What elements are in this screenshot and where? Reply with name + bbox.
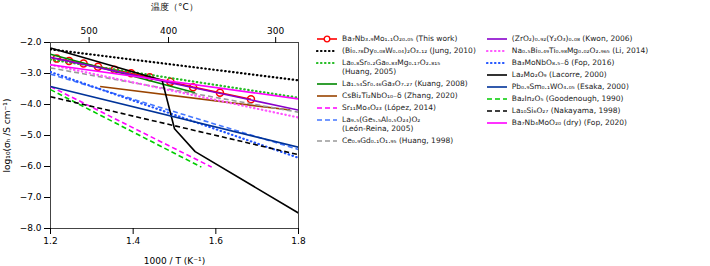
- html-text:Ba₃MoNbO₈.₅₋δ (Fop, 2016): Ba₃MoNbO₈.₅₋δ (Fop, 2016): [511, 58, 615, 67]
- svg-text:−6.0: −6.0: [20, 161, 42, 171]
- svg-text:1.2: 1.2: [43, 236, 57, 246]
- svg-text:300: 300: [267, 26, 284, 36]
- svg-text:1.4: 1.4: [126, 236, 141, 246]
- html-text:La₁₀Si₆O₂₇ (Nakayama, 1998): La₁₀Si₆O₂₇ (Nakayama, 1998): [511, 106, 621, 115]
- html-text:(Huang, 2005): (Huang, 2005): [342, 67, 397, 76]
- svg-text:500: 500: [81, 26, 98, 36]
- svg-text:−7.0: −7.0: [20, 192, 42, 202]
- svg-text:−5.0: −5.0: [20, 130, 42, 140]
- html-text:La₀.₈Sr₀.₂Ga₀.₈₃Mg₀.₁₇O₂.₈₁₅: La₀.₈Sr₀.₂Ga₀.₈₃Mg₀.₁₇O₂.₈₁₅: [342, 58, 441, 67]
- svg-text:1000 / T (K⁻¹): 1000 / T (K⁻¹): [144, 256, 205, 266]
- svg-text:−8.0: −8.0: [20, 223, 42, 233]
- html-text:(León-Reina, 2005): (León-Reina, 2005): [342, 124, 414, 133]
- html-text:Na₀.₅Bi₀.₄₉Ti₀.₉₈Mg₀.₀₂O₂.₉₆₅: Na₀.₅Bi₀.₄₉Ti₀.₉₈Mg₀.₀₂O₂.₉₆₅ (Li, 2014): [511, 46, 649, 55]
- html-text:Ba₇Nb₄MoO₂₀ (dry) (Fop, 2020): Ba₇Nb₄MoO₂₀ (dry) (Fop, 2020): [511, 118, 627, 127]
- svg-text:−3.0: −3.0: [20, 68, 42, 78]
- svg-text:400: 400: [160, 26, 177, 36]
- svg-text:−2.0: −2.0: [20, 37, 42, 47]
- html-text:Ce₀.₉Gd₀.₁O₁.₉₅ (Huang, 1998): Ce₀.₉Gd₀.₁O₁.₉₅ (Huang, 1998): [342, 136, 454, 145]
- svg-text:温度（°C）: 温度（°C）: [151, 2, 198, 12]
- html-text:CsBi₂Ti₂NbO₁₀₋δ (Zhang, 2020): CsBi₂Ti₂NbO₁₀₋δ (Zhang, 2020): [342, 91, 458, 100]
- html-text:La₉.₅(Ge₅.₅Al₀.₅O₂₄)O₂: La₉.₅(Ge₅.₅Al₀.₅O₂₄)O₂: [342, 115, 421, 124]
- svg-text:1.8: 1.8: [291, 236, 306, 246]
- svg-text:−4.0: −4.0: [20, 99, 42, 109]
- html-text:Ba₂In₂O₅ (Goodenough, 1990): Ba₂In₂O₅ (Goodenough, 1990): [511, 94, 624, 103]
- svg-text:log₁₀(σₕ /S cm⁻¹): log₁₀(σₕ /S cm⁻¹): [2, 99, 12, 173]
- html-text:(ZrO₂)₀.₉₂(Y₂O₃)₀.₀₈ (Kwon, 20: (ZrO₂)₀.₉₂(Y₂O₃)₀.₀₈ (Kwon, 2006): [511, 34, 633, 43]
- html-text:La₁.₅₄Sr₀.₄₆Ga₃O₇.₂₇ (Kuang, 2: La₁.₅₄Sr₀.₄₆Ga₃O₇.₂₇ (Kuang, 2008): [342, 79, 468, 88]
- html-text:Ba₇Nb₃.₉Mo₁.₁O₂₀.₀₅ (This work: Ba₇Nb₃.₉Mo₁.₁O₂₀.₀₅ (This work): [342, 34, 458, 43]
- html-text:(Bi₀.₇₈Dy₀.₀₈W₀.₀₄)₂O₃.₁₂ (Jun: (Bi₀.₇₈Dy₀.₀₈W₀.₀₄)₂O₃.₁₂ (Jung, 2010): [342, 46, 476, 55]
- svg-text:1.6: 1.6: [209, 236, 224, 246]
- html-text:Sr₁₁Mo₄O₂₃ (López, 2014): Sr₁₁Mo₄O₂₃ (López, 2014): [342, 103, 436, 112]
- html-text:Pb₀.₉Sm₀.₁WO₄.₀₅ (Esaka, 2000): Pb₀.₉Sm₀.₁WO₄.₀₅ (Esaka, 2000): [511, 82, 629, 91]
- html-text:La₂Mo₂O₉ (Lacorre, 2000): La₂Mo₂O₉ (Lacorre, 2000): [511, 70, 607, 79]
